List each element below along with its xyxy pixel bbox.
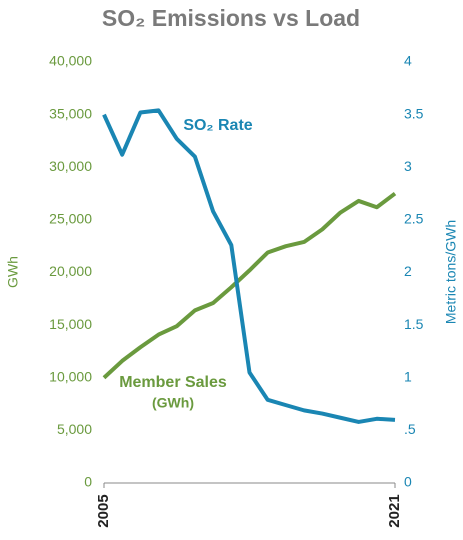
y-tick-label: 5,000 xyxy=(57,421,92,437)
y2-tick-label: 3.5 xyxy=(404,105,424,121)
y2-tick-label: 1.5 xyxy=(404,316,424,332)
y2-tick-label: 1 xyxy=(404,368,412,384)
series-line xyxy=(102,191,397,380)
y-tick-label: 40,000 xyxy=(49,53,92,69)
y2-tick-label: 4 xyxy=(404,53,412,69)
x-tick-label: 2005 xyxy=(95,494,112,527)
annotation: SO₂ Rate xyxy=(183,117,252,134)
y2-axis-label: Metric tons/GWh xyxy=(443,220,459,324)
y-tick-label: 25,000 xyxy=(49,211,92,227)
y-tick-label: 35,000 xyxy=(49,105,92,121)
y-tick-label: 10,000 xyxy=(49,368,92,384)
y-axis-label: GWh xyxy=(5,256,21,288)
y2-tick-label: .5 xyxy=(404,421,416,437)
y-tick-label: 0 xyxy=(84,474,92,490)
y-tick-label: 30,000 xyxy=(49,158,92,174)
x-tick-label: 2021 xyxy=(386,494,403,527)
annotation: (GWh) xyxy=(152,395,194,411)
y-tick-label: 15,000 xyxy=(49,316,92,332)
y2-tick-label: 2 xyxy=(404,263,412,279)
y2-tick-label: 3 xyxy=(404,158,412,174)
y-tick-label: 20,000 xyxy=(49,263,92,279)
series-line xyxy=(102,108,396,424)
chart-title: SO₂ Emissions vs Load xyxy=(102,5,360,31)
y2-tick-label: 0 xyxy=(404,474,412,490)
y2-tick-label: 2.5 xyxy=(404,211,424,227)
annotation: Member Sales xyxy=(119,374,227,391)
